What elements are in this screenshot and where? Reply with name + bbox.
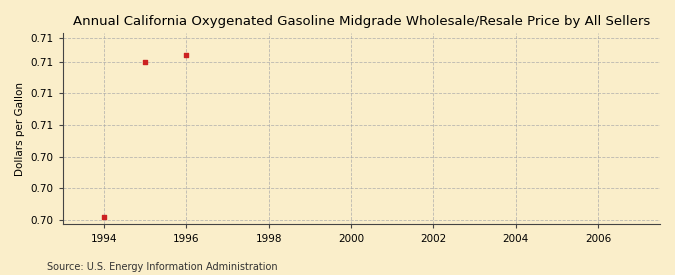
Point [99, 214, 109, 219]
Y-axis label: Dollars per Gallon: Dollars per Gallon [15, 82, 25, 176]
Point [181, 53, 192, 58]
Point [140, 60, 151, 64]
Title: Annual California Oxygenated Gasoline Midgrade Wholesale/Resale Price by All Sel: Annual California Oxygenated Gasoline Mi… [73, 15, 650, 28]
Text: Source: U.S. Energy Information Administration: Source: U.S. Energy Information Administ… [47, 262, 278, 272]
